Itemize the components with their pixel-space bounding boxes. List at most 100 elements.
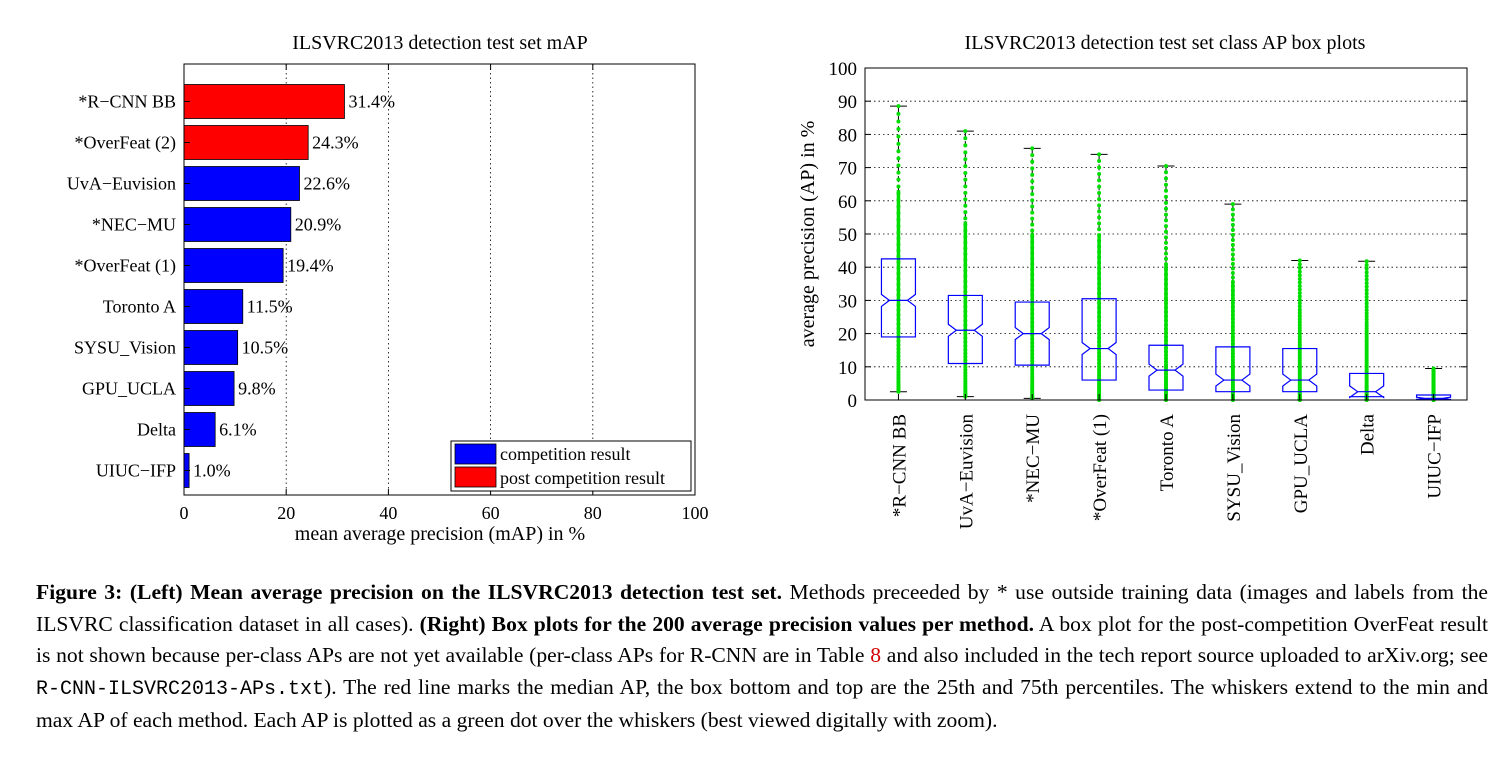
bar-value-label: 24.3%: [312, 133, 359, 153]
ap-point: [963, 190, 968, 195]
left-chart-legend: competition result post competition resu…: [450, 440, 692, 492]
notched-box: [1282, 347, 1318, 393]
left-chart-title: ILSVRC2013 detection test set mAP: [292, 32, 588, 54]
y-tick-label: 20: [838, 325, 857, 346]
ap-point: [963, 143, 968, 148]
bar: [183, 371, 235, 406]
y-tick-label: UIUC−IFP: [96, 461, 176, 481]
y-tick-label: Delta: [137, 420, 176, 440]
ap-point: [963, 197, 968, 202]
ap-point: [896, 127, 901, 132]
ap-point: [1030, 222, 1035, 227]
y-tick-label: *OverFeat (1): [75, 256, 176, 277]
ap-point: [1230, 212, 1235, 217]
box-plot-group: [1148, 163, 1184, 402]
ap-point: [1097, 165, 1102, 170]
ap-point: [896, 134, 901, 139]
x-tick-label: *R−CNN BB: [889, 414, 910, 517]
legend-label-competition: competition result: [500, 444, 630, 464]
y-tick-label: *NEC−MU: [92, 215, 176, 235]
ap-point: [1297, 276, 1302, 281]
ap-point: [1297, 294, 1302, 299]
ap-point: [1164, 212, 1168, 217]
ap-point: [1297, 291, 1302, 296]
ap-point: [1030, 153, 1035, 158]
ap-point: [896, 141, 901, 146]
bar: [183, 166, 300, 201]
figure: ILSVRC2013 detection test set mAP 31.4% 2…: [67, 32, 1468, 545]
ap-point: [963, 129, 968, 134]
left-chart-bars: 31.4% 24.3% 22.6% 20.9% 19.4% 11.5% 10.5% 9.8% 6…: [183, 84, 395, 488]
ap-point: [1230, 247, 1235, 252]
caption-left-heading: (Left) Mean average precision on the ILS…: [129, 580, 782, 604]
bar-value-label: 20.9%: [295, 215, 342, 235]
x-tick-label: 20: [277, 503, 295, 523]
right-chart-y-label: average precision (AP) in %: [797, 121, 819, 348]
caption-right-heading: (Right) Box plots for the 200 average pr…: [419, 611, 1034, 636]
ap-point: [896, 119, 901, 124]
box-plot-group: [1014, 146, 1050, 401]
y-tick-label: 80: [838, 125, 857, 146]
ap-point: [1030, 192, 1035, 197]
ap-points: [1030, 146, 1035, 401]
y-tick-label: 100: [829, 59, 858, 80]
ap-point: [1164, 235, 1168, 240]
ap-point: [1164, 170, 1168, 175]
ap-point: [1364, 294, 1369, 299]
y-tick-label: UvA−Euvision: [67, 174, 176, 194]
y-tick-label: SYSU_Vision: [74, 338, 176, 358]
legend-label-post-competition: post competition result: [500, 468, 665, 488]
ap-point: [1364, 266, 1369, 271]
ap-point: [896, 111, 901, 116]
ap-point: [1230, 242, 1235, 247]
ap-point: [1431, 366, 1436, 371]
right-chart-frame: [864, 67, 1468, 401]
x-tick-label: 80: [584, 503, 602, 523]
notched-box: [1148, 344, 1184, 391]
ap-point: [1364, 291, 1369, 296]
ap-point: [1297, 284, 1302, 289]
ap-point: [1164, 251, 1168, 256]
ap-points: [1230, 202, 1235, 402]
ap-point: [963, 203, 968, 208]
left-chart-grid: [285, 64, 594, 495]
ap-point: [1030, 172, 1035, 177]
ap-point: [1364, 281, 1369, 286]
ap-point: [1297, 269, 1302, 274]
x-tick-label: *NEC−MU: [1023, 414, 1044, 503]
ap-point: [1164, 163, 1168, 168]
y-tick-label: 40: [838, 258, 857, 279]
bar-value-label: 31.4%: [348, 92, 395, 112]
x-tick-label: UvA−Euvision: [956, 414, 977, 530]
bar: [183, 84, 345, 119]
ap-point: [1230, 222, 1235, 227]
ap-point: [1364, 298, 1369, 303]
notched-box: [947, 294, 983, 365]
notched-box: [880, 258, 917, 338]
y-tick-label: 90: [838, 92, 857, 113]
bar-value-label: 1.0%: [193, 461, 231, 481]
y-tick-label: 0: [848, 391, 858, 412]
table-reference-link[interactable]: 8: [870, 643, 882, 667]
ap-point: [963, 150, 968, 155]
box-plot-group: [947, 129, 983, 399]
ap-point: [1364, 301, 1369, 306]
notched-box: [1349, 372, 1385, 399]
ap-point: [1230, 252, 1235, 257]
ap-point: [963, 177, 968, 182]
ap-point: [1164, 240, 1168, 245]
ap-point: [896, 170, 901, 175]
ap-point: [1164, 246, 1168, 251]
box-plot-group: [880, 104, 917, 394]
notched-box: [1215, 346, 1251, 393]
ap-point: [896, 156, 901, 161]
ap-point: [1230, 217, 1235, 222]
ap-point: [1364, 277, 1369, 282]
ap-point: [1030, 185, 1035, 190]
ap-point: [896, 149, 901, 154]
right-chart-axes: 0 10 20 30 40 50 60 70 80 90 100 *R−CNN BB UvA−Euvis…: [829, 59, 1467, 530]
ap-point: [1164, 229, 1168, 234]
bar: [183, 330, 239, 365]
ap-point: [1097, 184, 1102, 189]
ap-point: [1230, 237, 1235, 242]
